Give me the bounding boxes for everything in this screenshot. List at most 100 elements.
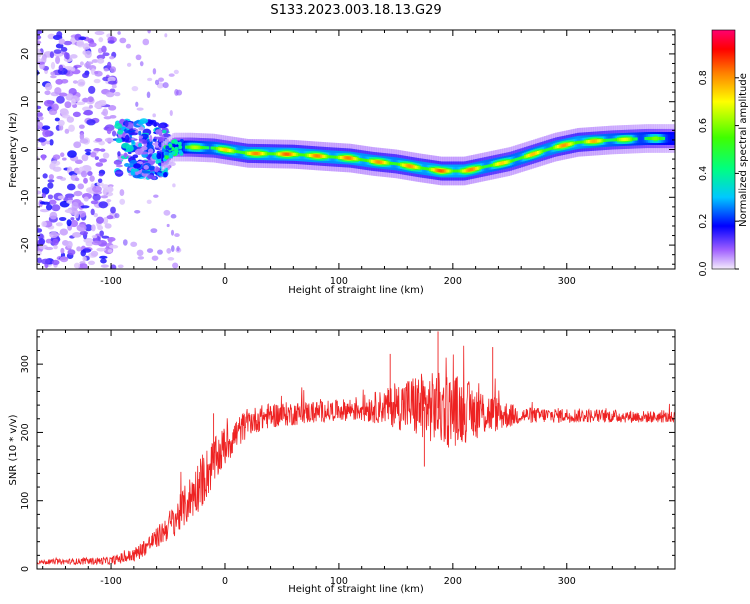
ridge-segment — [598, 139, 602, 143]
ridge-segment — [505, 160, 509, 164]
snr-ytick-label: 300 — [20, 355, 31, 373]
noise-blob — [70, 67, 76, 72]
ridge-segment — [356, 157, 359, 161]
noise-blob — [79, 230, 89, 236]
turbulent-blob — [115, 171, 123, 174]
ridge-blob — [174, 140, 179, 145]
ridge-segment — [494, 162, 498, 166]
ridge-segment — [607, 138, 611, 142]
ridge-segment — [352, 156, 356, 161]
turbulent-blob — [124, 162, 130, 167]
colorbar: 0.0 0.2 0.4 0.6 0.8 Normalized spectral ampl… — [698, 29, 749, 277]
noise-blob — [48, 199, 57, 205]
ridge-segment — [589, 139, 593, 144]
noise-blob — [101, 45, 107, 53]
spectrogram-ytick-label: -20 — [20, 237, 31, 253]
noise-blob — [126, 62, 132, 67]
turbulent-blob — [115, 138, 123, 144]
spectrogram-ytick-label: 10 — [20, 96, 31, 108]
noise-blob — [54, 117, 60, 122]
turbulent-blob — [157, 123, 166, 129]
ridge-segment — [396, 162, 399, 166]
ridge-segment — [535, 151, 538, 155]
ridge-segment — [245, 151, 248, 155]
noise-blob — [41, 220, 47, 227]
spectrogram-xtick-label: 100 — [330, 276, 348, 287]
noise-blob — [98, 201, 108, 209]
noise-blob — [94, 71, 99, 75]
ridge-segment — [279, 152, 283, 156]
ridge-segment — [411, 164, 414, 169]
ridge-segment — [354, 157, 357, 161]
noise-blob — [85, 240, 93, 247]
ridge-segment — [529, 153, 532, 157]
spectrogram-ytick-label: 0 — [20, 146, 31, 152]
ridge-segment — [298, 153, 301, 157]
ridge-segment — [270, 152, 274, 156]
ridge-segment — [228, 148, 232, 153]
ridge-segment — [498, 161, 501, 166]
ridge-segment — [318, 154, 321, 158]
noise-blob — [82, 72, 89, 79]
noise-blob — [83, 177, 88, 184]
noise-blob — [67, 150, 77, 158]
spectrogram-xtick-label: -100 — [100, 276, 122, 287]
ridge-segment — [540, 149, 543, 154]
noise-blob — [41, 192, 47, 198]
ridge-segment — [611, 138, 614, 142]
ridge-segment — [217, 147, 221, 151]
noise-blob — [37, 190, 42, 195]
ridge-segment — [549, 147, 552, 151]
noise-blob — [78, 81, 85, 86]
ridge-segment — [635, 137, 638, 141]
ridge-segment — [246, 151, 250, 155]
noise-blob — [37, 121, 44, 129]
noise-blob — [88, 260, 96, 265]
ridge-segment — [633, 137, 636, 141]
ridge-segment — [655, 136, 658, 141]
noise-blob — [51, 204, 61, 212]
noise-blob — [95, 138, 103, 142]
noise-blob — [60, 78, 69, 84]
noise-blob — [50, 75, 57, 79]
ridge-segment — [624, 137, 627, 142]
ridge-segment — [627, 137, 631, 141]
noise-blob — [146, 248, 154, 253]
noise-blob — [117, 264, 124, 269]
noise-blob — [99, 230, 104, 237]
ridge-segment — [310, 153, 314, 158]
noise-blob — [142, 38, 150, 46]
noise-blob — [37, 40, 42, 45]
noise-blob — [91, 235, 98, 239]
ridge-segment — [476, 166, 480, 170]
ridge-segment — [416, 165, 419, 170]
ridge-segment — [398, 162, 401, 166]
noise-blob — [77, 183, 85, 190]
ridge-segment — [500, 161, 503, 165]
ridge-segment — [219, 147, 223, 151]
ridge-blob — [171, 150, 176, 155]
ridge-segment — [425, 167, 429, 171]
noise-blob — [41, 154, 46, 161]
ridge-segment — [339, 155, 343, 160]
noise-blob — [42, 173, 48, 179]
turbulent-blob — [131, 137, 135, 141]
ridge-segment — [525, 154, 529, 158]
noise-blob — [37, 30, 43, 35]
noise-blob — [81, 154, 89, 162]
noise-blob — [99, 158, 108, 163]
noise-blob — [93, 78, 101, 84]
noise-blob — [83, 196, 89, 202]
ridge-segment — [576, 140, 580, 144]
noise-blob — [107, 80, 118, 85]
ridge-segment — [604, 138, 607, 142]
noise-blob — [172, 183, 176, 188]
noise-blob — [90, 200, 99, 205]
noise-blob — [42, 129, 51, 138]
noise-blob — [92, 185, 102, 193]
ridge-segment — [648, 136, 651, 141]
noise-blob — [88, 104, 93, 109]
ridge-segment — [545, 148, 549, 152]
noise-blob — [125, 43, 132, 49]
